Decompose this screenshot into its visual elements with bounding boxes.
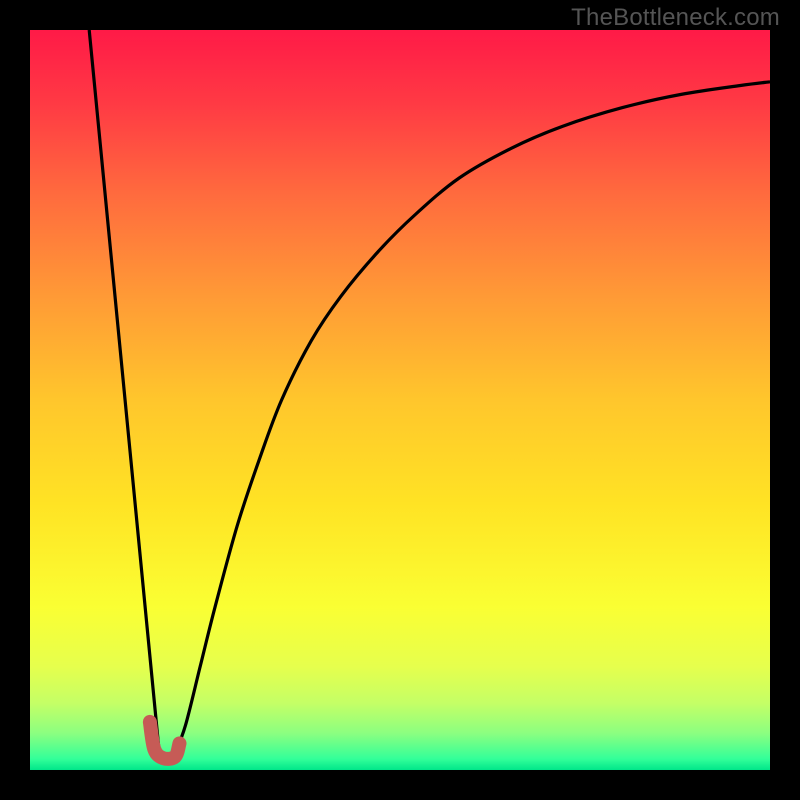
watermark-text: TheBottleneck.com <box>571 4 780 32</box>
plot-background <box>30 30 770 770</box>
chart-wrapper: TheBottleneck.com <box>0 0 800 800</box>
bottleneck-chart <box>0 0 800 800</box>
